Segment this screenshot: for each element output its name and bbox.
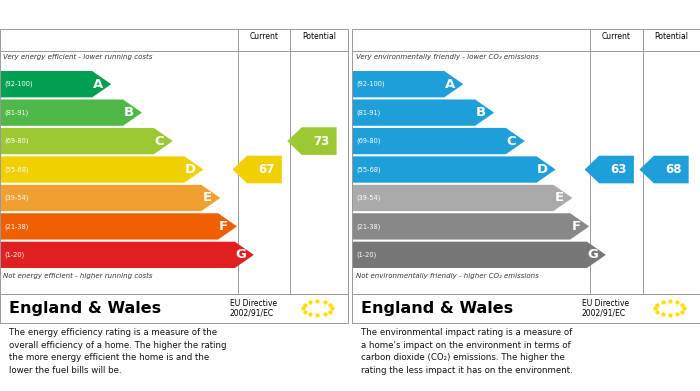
Text: G: G <box>235 248 246 261</box>
Text: Energy Efficiency Rating: Energy Efficiency Rating <box>8 8 172 21</box>
Text: F: F <box>571 220 580 233</box>
Text: (1-20): (1-20) <box>356 251 377 258</box>
Text: Current: Current <box>602 32 631 41</box>
Polygon shape <box>0 99 142 126</box>
Text: D: D <box>537 163 548 176</box>
Text: B: B <box>476 106 486 119</box>
Text: (69-80): (69-80) <box>356 138 381 144</box>
Text: G: G <box>587 248 598 261</box>
Polygon shape <box>232 156 282 183</box>
Text: Very energy efficient - lower running costs: Very energy efficient - lower running co… <box>4 54 153 60</box>
Text: (21-38): (21-38) <box>4 223 29 230</box>
Polygon shape <box>0 128 173 154</box>
Text: (81-91): (81-91) <box>356 109 381 116</box>
Polygon shape <box>352 185 573 211</box>
Polygon shape <box>352 128 525 154</box>
Polygon shape <box>639 156 689 183</box>
Text: C: C <box>507 135 517 147</box>
Text: Very environmentally friendly - lower CO₂ emissions: Very environmentally friendly - lower CO… <box>356 54 538 60</box>
Text: EU Directive: EU Directive <box>582 299 629 308</box>
Text: (21-38): (21-38) <box>356 223 381 230</box>
Text: D: D <box>185 163 196 176</box>
Text: 68: 68 <box>665 163 681 176</box>
Text: (39-54): (39-54) <box>356 195 381 201</box>
Text: (39-54): (39-54) <box>4 195 29 201</box>
Text: (69-80): (69-80) <box>4 138 29 144</box>
Polygon shape <box>0 156 204 183</box>
Polygon shape <box>287 127 337 155</box>
Polygon shape <box>352 213 589 240</box>
Text: E: E <box>202 192 211 204</box>
Text: A: A <box>93 78 103 91</box>
Text: The environmental impact rating is a measure of
a home's impact on the environme: The environmental impact rating is a mea… <box>360 328 573 375</box>
Text: Current: Current <box>250 32 279 41</box>
Polygon shape <box>0 242 254 268</box>
Polygon shape <box>352 242 606 268</box>
Text: E: E <box>554 192 564 204</box>
Text: England & Wales: England & Wales <box>8 301 161 316</box>
Text: (92-100): (92-100) <box>4 81 33 88</box>
Text: EU Directive: EU Directive <box>230 299 276 308</box>
Polygon shape <box>0 185 220 211</box>
Polygon shape <box>584 156 634 183</box>
Polygon shape <box>352 71 463 97</box>
Text: Potential: Potential <box>654 32 688 41</box>
Text: 63: 63 <box>610 163 626 176</box>
Text: (92-100): (92-100) <box>356 81 385 88</box>
Text: (81-91): (81-91) <box>4 109 29 116</box>
Text: F: F <box>219 220 228 233</box>
Text: C: C <box>155 135 164 147</box>
Text: 73: 73 <box>313 135 329 147</box>
Polygon shape <box>352 99 494 126</box>
Text: 2002/91/EC: 2002/91/EC <box>230 309 274 318</box>
Text: 2002/91/EC: 2002/91/EC <box>582 309 626 318</box>
Text: Environmental Impact (CO₂) Rating: Environmental Impact (CO₂) Rating <box>360 8 593 21</box>
Text: (55-68): (55-68) <box>4 166 29 173</box>
Text: Potential: Potential <box>302 32 336 41</box>
Text: (1-20): (1-20) <box>4 251 25 258</box>
Polygon shape <box>0 71 111 97</box>
Polygon shape <box>0 213 237 240</box>
Text: (55-68): (55-68) <box>356 166 381 173</box>
Text: Not environmentally friendly - higher CO₂ emissions: Not environmentally friendly - higher CO… <box>356 273 538 279</box>
Polygon shape <box>352 156 556 183</box>
Text: The energy efficiency rating is a measure of the
overall efficiency of a home. T: The energy efficiency rating is a measur… <box>8 328 226 375</box>
Text: B: B <box>124 106 134 119</box>
Text: 67: 67 <box>258 163 274 176</box>
Text: England & Wales: England & Wales <box>360 301 513 316</box>
Text: A: A <box>445 78 455 91</box>
Text: Not energy efficient - higher running costs: Not energy efficient - higher running co… <box>4 273 153 279</box>
